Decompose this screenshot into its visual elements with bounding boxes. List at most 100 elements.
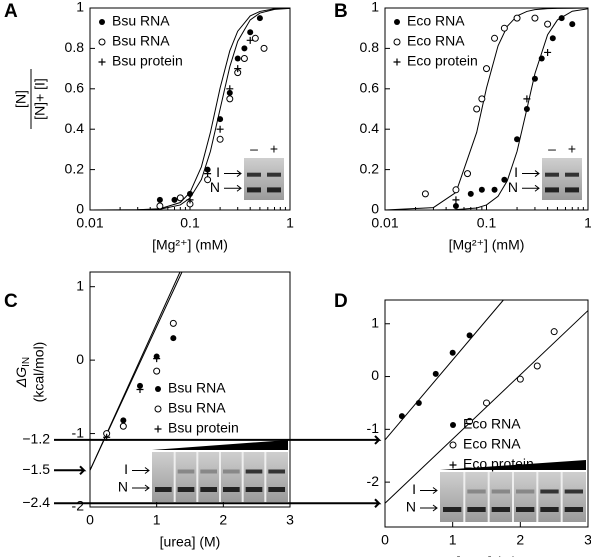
- band-arrow: [132, 484, 150, 492]
- gel: [542, 158, 582, 200]
- y-tick-label: 0.6: [65, 80, 85, 96]
- gel-band-i: [245, 469, 263, 474]
- point: [466, 332, 473, 339]
- point: [501, 176, 508, 183]
- y-tick-label: -1: [72, 424, 85, 440]
- gel-band-i: [565, 172, 579, 177]
- legend-label: Bsu RNA: [112, 13, 170, 29]
- y-label-main: ΔG: [13, 367, 29, 388]
- y-tick-label: 1: [76, 277, 84, 293]
- y-label-unit: (kcal/mol): [31, 342, 47, 403]
- point: [251, 34, 259, 42]
- band-label: N: [508, 179, 518, 195]
- band-arrow: [224, 170, 242, 177]
- point: [464, 170, 472, 178]
- point: [204, 170, 212, 178]
- x-tick-label: 2: [516, 532, 524, 548]
- point: [491, 34, 499, 42]
- y-axis-label: ΔGIN (kcal/mol): [13, 342, 47, 403]
- legend-symbol: [449, 441, 457, 449]
- point: [216, 125, 224, 133]
- y-tick-label: 0.6: [360, 80, 380, 96]
- point: [478, 186, 485, 193]
- urea-wedge: [152, 440, 288, 450]
- point: [452, 202, 459, 209]
- gel-band-n: [564, 507, 583, 512]
- gel-band-n: [155, 487, 172, 492]
- point: [421, 190, 429, 198]
- point: [398, 413, 405, 420]
- x-tick-label: 1: [449, 532, 457, 548]
- gel-band-i: [223, 469, 240, 474]
- point: [466, 417, 474, 425]
- y-tick-label: 1: [76, 0, 84, 15]
- legend-symbol: [98, 58, 106, 66]
- y-label-numerator: [N]: [13, 90, 29, 108]
- y-tick-label: 0.2: [360, 160, 380, 176]
- band-arrow: [132, 467, 150, 474]
- point: [491, 186, 498, 193]
- point: [187, 190, 193, 197]
- point: [483, 399, 490, 407]
- band-label: I: [124, 461, 128, 477]
- band-label: N: [118, 479, 128, 495]
- point: [241, 45, 248, 52]
- gel-band-n: [545, 187, 559, 193]
- point: [136, 386, 144, 393]
- x-tick-label: 1: [286, 215, 294, 231]
- gel-band-i: [268, 469, 285, 474]
- point: [523, 95, 531, 103]
- point: [569, 21, 576, 28]
- point: [204, 166, 211, 173]
- point: [204, 176, 212, 184]
- point: [531, 75, 538, 82]
- plot-frame: [384, 299, 589, 528]
- gel-band-n: [223, 487, 240, 492]
- point: [226, 85, 234, 93]
- gel-band-n: [540, 507, 559, 512]
- lane-label: +: [568, 141, 576, 157]
- band-arrow: [522, 184, 540, 192]
- gel-band-n: [467, 507, 486, 512]
- gel-band-i: [247, 172, 261, 177]
- point: [538, 55, 545, 62]
- point: [544, 48, 552, 56]
- gel-band-i: [545, 172, 559, 177]
- fit-line: [385, 8, 589, 211]
- point: [156, 202, 164, 210]
- gel-band-n: [200, 487, 217, 492]
- y-tick-label: 0.4: [65, 120, 85, 136]
- y-tick-label: -2: [367, 473, 380, 489]
- point: [544, 20, 552, 28]
- x-axis-label: [urea] (M): [160, 534, 221, 550]
- point: [549, 35, 556, 42]
- x-tick-label: 0: [86, 512, 94, 528]
- gel-band-n: [247, 187, 261, 193]
- band-label: I: [514, 164, 518, 180]
- legend-symbol: [98, 38, 106, 46]
- gel-band-n: [565, 187, 579, 193]
- x-tick-label: 0.01: [371, 215, 398, 231]
- point: [226, 89, 233, 96]
- band-arrow: [522, 170, 540, 177]
- point: [415, 399, 422, 406]
- legend-label: Bsu RNA: [168, 400, 226, 416]
- y-tick-label: 0: [371, 201, 379, 217]
- point: [186, 196, 194, 204]
- y-tick-label: 0.4: [360, 120, 380, 136]
- legend-label: Bsu RNA: [168, 380, 226, 396]
- lane-label: –: [548, 141, 556, 157]
- x-tick-label: 0.1: [477, 215, 497, 231]
- point: [153, 355, 161, 363]
- y-tick-label: 1: [371, 314, 379, 330]
- fit-line: [384, 7, 589, 211]
- legend-symbol: [449, 461, 457, 469]
- y-tick-label: 1: [371, 0, 379, 15]
- point: [531, 14, 539, 22]
- point: [234, 55, 241, 62]
- legend-label: Eco protein: [407, 53, 478, 69]
- point: [234, 65, 242, 73]
- point: [500, 24, 508, 32]
- band-arrow: [224, 184, 242, 192]
